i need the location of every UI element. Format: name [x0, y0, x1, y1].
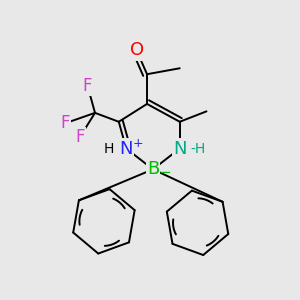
Text: F: F — [75, 128, 85, 146]
Text: N: N — [173, 140, 187, 158]
Text: F: F — [61, 114, 70, 132]
Text: B: B — [147, 160, 159, 178]
Text: N: N — [119, 140, 133, 158]
Text: H: H — [104, 142, 114, 155]
Text: -H: -H — [190, 142, 205, 155]
Text: −: − — [158, 165, 171, 180]
Text: F: F — [83, 77, 92, 95]
Text: +: + — [133, 137, 143, 150]
Text: O: O — [130, 41, 144, 59]
